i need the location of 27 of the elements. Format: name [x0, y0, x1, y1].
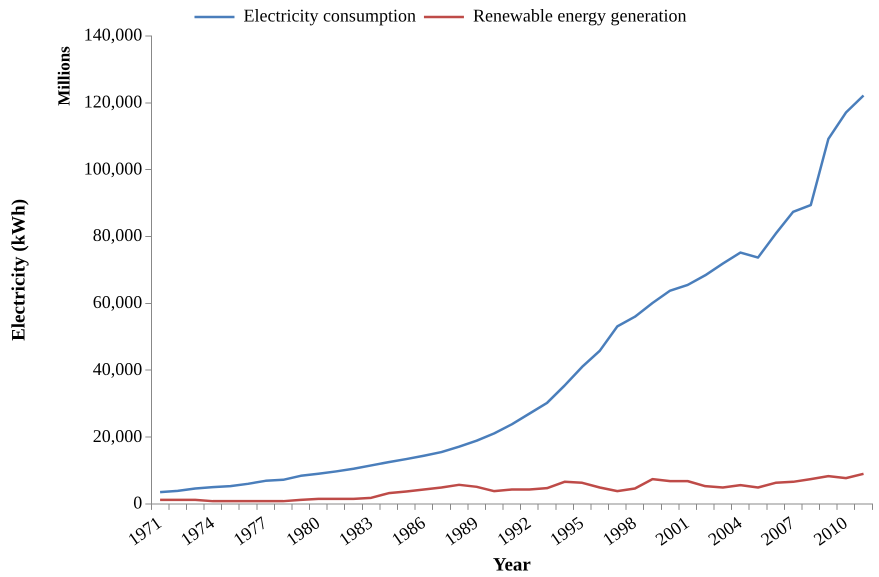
y-tick-label: 100,000: [84, 158, 142, 178]
x-tick-label: 1992: [493, 512, 534, 550]
x-tick-label: 2004: [704, 512, 746, 550]
y-tick-label: 20,000: [92, 426, 142, 446]
y-tick-label: 80,000: [92, 225, 142, 246]
y-tick-label: 60,000: [92, 292, 142, 312]
x-tick-label: 1995: [546, 512, 588, 550]
y-tick-label: 140,000: [84, 24, 142, 45]
y-tick-label: 40,000: [92, 358, 142, 379]
legend-label: Electricity consumption: [243, 6, 416, 26]
y-tick-label: 120,000: [84, 92, 142, 112]
y-tick-label: 0: [133, 492, 142, 513]
x-tick-label: 1971: [124, 512, 166, 550]
x-tick-label: 1989: [440, 512, 482, 550]
x-tick-label: 1980: [282, 512, 324, 550]
x-tick-label: 1986: [388, 512, 429, 550]
x-tick-label: 1974: [176, 512, 218, 550]
x-tick-label: 2001: [652, 512, 693, 550]
x-tick-label: 2010: [810, 512, 851, 550]
y-axis-title: Electricity (kWh): [8, 198, 30, 341]
x-tick-label: 1983: [335, 512, 376, 550]
text: Millions: [54, 46, 74, 106]
x-tick-label: 1977: [230, 512, 271, 550]
x-tick-label: 2007: [757, 512, 798, 550]
x-axis-title: Year: [492, 554, 532, 576]
legend-label: Renewable energy generation: [472, 6, 687, 26]
x-tick-label: 1998: [598, 512, 640, 550]
